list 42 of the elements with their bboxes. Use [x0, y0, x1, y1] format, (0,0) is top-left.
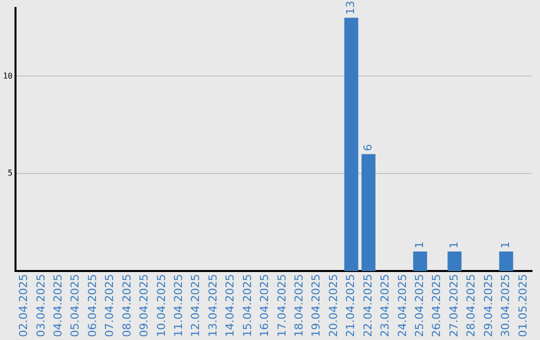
- x-tick-label: 07.04.2025: [103, 274, 116, 338]
- x-tick-label: 17.04.2025: [275, 274, 288, 338]
- y-tick-label: 10: [2, 71, 13, 80]
- x-tick-label: 23.04.2025: [378, 274, 392, 338]
- x-tick-label: 06.04.2025: [86, 274, 99, 338]
- x-tick-label: 25.04.2025: [412, 274, 426, 338]
- data-label: 6: [361, 144, 374, 152]
- x-tick-label: 13.04.2025: [206, 274, 220, 338]
- data-label: 1: [412, 242, 426, 249]
- bar: [413, 252, 428, 272]
- x-tick-label: 11.04.2025: [172, 274, 186, 338]
- x-tick-label: 28.04.2025: [464, 274, 478, 338]
- x-tick-label: 29.04.2025: [482, 274, 495, 338]
- x-tick-label: 01.05.2025: [516, 274, 530, 338]
- x-tick-label: 30.04.2025: [499, 274, 512, 338]
- x-tick-label: 15.04.2025: [240, 274, 254, 338]
- x-tick-label: 14.04.2025: [224, 274, 237, 338]
- bar: [344, 18, 358, 272]
- x-tick-label: 27.04.2025: [447, 274, 460, 338]
- bar: [499, 252, 514, 272]
- x-tick-label: 21.04.2025: [344, 274, 358, 338]
- x-tick-label: 20.04.2025: [326, 274, 340, 338]
- x-tick-label: 08.04.2025: [120, 274, 134, 338]
- bar: [448, 252, 462, 272]
- data-label: 1: [499, 242, 512, 249]
- x-tick-label: 16.04.2025: [258, 274, 272, 338]
- x-tick-label: 19.04.2025: [310, 274, 323, 338]
- x-tick-label: 04.04.2025: [52, 274, 65, 338]
- x-tick-label: 24.04.2025: [396, 274, 409, 338]
- y-tick-label: 5: [8, 168, 13, 178]
- x-tick-label: 10.04.2025: [154, 274, 168, 338]
- x-tick-label: 02.04.2025: [17, 274, 30, 338]
- x-tick-label: 18.04.2025: [292, 274, 306, 338]
- data-label: 1: [447, 242, 460, 249]
- x-tick-label: 03.04.2025: [34, 274, 48, 338]
- bar: [362, 154, 376, 272]
- x-tick-label: 26.04.2025: [430, 274, 444, 338]
- x-tick-label: 12.04.2025: [189, 274, 202, 338]
- x-tick-label: 22.04.2025: [361, 274, 374, 338]
- x-tick-label: 09.04.2025: [138, 274, 151, 338]
- data-label: 13: [344, 0, 358, 15]
- x-tick-label: 05.04.2025: [68, 274, 82, 338]
